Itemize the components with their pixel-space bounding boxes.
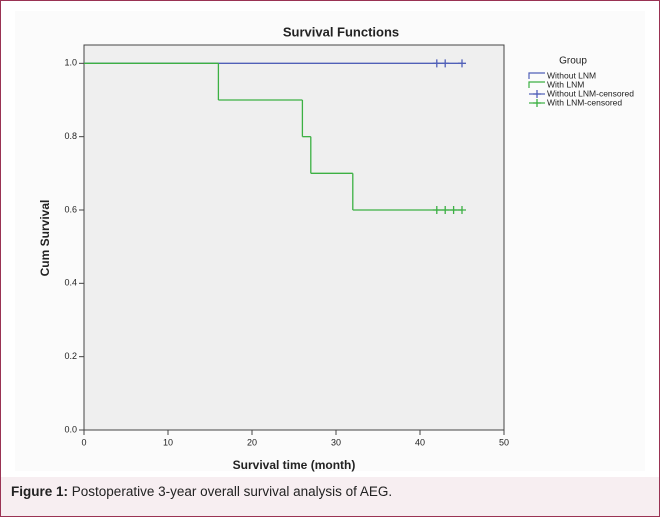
y-axis-label: Cum Survival — [38, 200, 52, 277]
x-tick-label: 50 — [499, 437, 509, 447]
plot-area — [83, 44, 505, 431]
x-tick-label: 40 — [415, 437, 425, 447]
chart: Survival Functions Survival time (month)… — [15, 11, 645, 472]
y-tick-label: 0.2 — [64, 351, 77, 361]
x-tick-label: 10 — [163, 437, 173, 447]
legend-title: Group — [559, 56, 587, 67]
censor-mark — [441, 59, 450, 68]
y-tick-label: 0.6 — [64, 204, 77, 214]
censor-mark — [432, 206, 441, 214]
censor-mark — [458, 206, 466, 214]
censor-mark — [441, 206, 450, 214]
caption-text: Postoperative 3-year overall survival an… — [71, 484, 393, 499]
censor-mark — [458, 59, 466, 68]
x-axis-label: Survival time (month) — [233, 458, 356, 472]
legend-label: Without LNM — [547, 70, 596, 80]
x-tick-label: 0 — [81, 437, 86, 447]
x-tick-label: 30 — [331, 437, 341, 447]
censor-mark — [432, 59, 441, 68]
x-tick-label: 20 — [247, 437, 257, 447]
legend-symbol — [528, 72, 545, 79]
legend-label: With LNM-censored — [547, 97, 622, 107]
y-tick-label: 0.8 — [64, 131, 77, 141]
legend-label: Without LNM-censored — [547, 88, 634, 98]
y-tick-label: 0.4 — [64, 278, 77, 288]
caption: Figure 1: Postoperative 3-year overall s… — [1, 477, 659, 516]
chart-title: Survival Functions — [283, 24, 399, 39]
y-tick-label: 1.0 — [64, 58, 77, 68]
legend-symbol — [533, 90, 541, 98]
censor-mark — [449, 206, 458, 214]
legend-symbol — [528, 81, 545, 88]
legend-symbol — [533, 99, 541, 107]
caption-label: Figure 1: — [11, 484, 69, 499]
legend-label: With LNM — [547, 79, 584, 89]
y-tick-label: 0.0 — [64, 424, 77, 434]
